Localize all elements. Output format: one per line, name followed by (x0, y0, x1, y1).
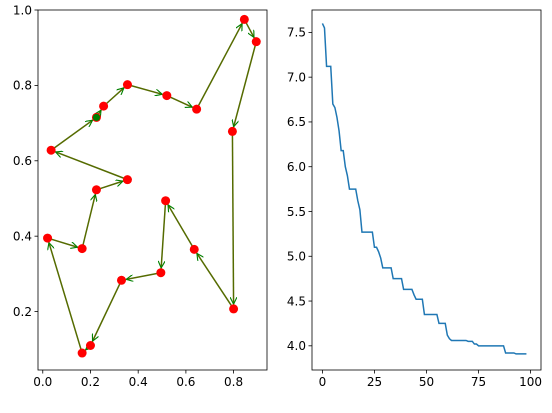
tour-x-tick-label: 0.2 (81, 375, 100, 389)
city-point (229, 304, 239, 314)
cost-y-tick-label: 5.0 (287, 250, 306, 264)
city-point (46, 145, 56, 155)
cost-y-tick-label: 6.5 (287, 115, 306, 129)
city-point (162, 91, 172, 101)
tour-points (43, 14, 261, 358)
tour-y-tick-label: 0.8 (13, 79, 32, 93)
cost-y-tick-label: 4.5 (287, 294, 306, 308)
tour-x-axis: 0.0 0.2 0.4 0.6 0.8 (33, 370, 243, 389)
tour-edge (50, 149, 128, 181)
tour-y-tick-label: 1.0 (13, 3, 32, 17)
tour-edge (46, 237, 83, 354)
tour-edge (195, 19, 246, 110)
tour-edge (231, 131, 235, 309)
tour-x-tick-label: 0.8 (224, 375, 243, 389)
tour-y-axis: 0.2 0.4 0.6 0.8 1.0 (13, 3, 38, 319)
cost-x-tick-label: 0 (319, 375, 327, 389)
city-point (227, 126, 237, 136)
city-point (99, 101, 109, 111)
city-point (251, 37, 261, 47)
cost-y-tick-label: 7.0 (287, 70, 306, 84)
tour-edge (231, 41, 257, 132)
city-point (122, 175, 132, 185)
city-point (77, 348, 87, 358)
cost-x-tick-label: 50 (419, 375, 434, 389)
tour-x-tick-label: 0.6 (176, 375, 195, 389)
city-point (85, 340, 95, 350)
tour-x-tick-label: 0.4 (129, 375, 148, 389)
city-point (116, 275, 126, 285)
tour-y-tick-label: 0.2 (13, 305, 32, 319)
city-point (189, 244, 199, 254)
cost-line-layer (321, 23, 527, 355)
tour-plot: 0.0 0.2 0.4 0.6 0.8 0.2 0.4 0.6 0.8 1.0 (13, 3, 268, 389)
city-point (156, 268, 166, 278)
cost-y-tick-label: 4.0 (287, 339, 306, 353)
cost-plot: 0 25 50 75 100 4.0 4.5 5.0 5.5 6.0 6.5 7.0 7.5 (287, 9, 542, 389)
tour-plot-frame (37, 9, 268, 371)
city-point (91, 185, 101, 195)
cost-x-tick-label: 100 (519, 375, 542, 389)
cost-y-tick-label: 5.5 (287, 205, 306, 219)
tour-y-tick-label: 0.6 (13, 154, 32, 168)
cost-x-tick-label: 75 (471, 375, 486, 389)
city-point (192, 104, 202, 114)
city-point (239, 14, 249, 24)
cost-y-tick-label: 7.5 (287, 26, 306, 40)
cost-x-tick-label: 25 (367, 375, 382, 389)
tour-x-tick-label: 0.0 (33, 375, 52, 389)
cost-series-line (321, 23, 527, 355)
city-point (43, 233, 53, 243)
cost-y-axis: 4.0 4.5 5.0 5.5 6.0 6.5 7.0 7.5 (287, 26, 312, 353)
cost-y-tick-label: 6.0 (287, 160, 306, 174)
city-point (77, 244, 87, 254)
city-point (161, 196, 171, 206)
cost-x-axis: 0 25 50 75 100 (319, 370, 542, 389)
tour-start-marker (92, 113, 101, 122)
tour-y-tick-label: 0.4 (13, 229, 32, 243)
city-point (122, 80, 132, 90)
